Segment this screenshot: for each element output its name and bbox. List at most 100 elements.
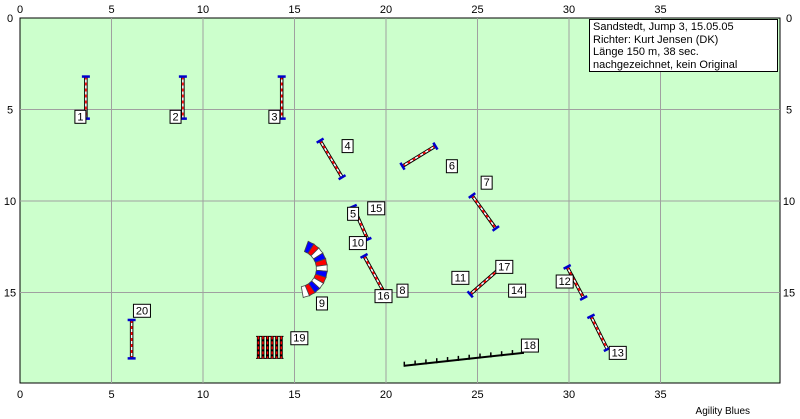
info-line-judge: Richter: Kurt Jensen (DK)	[593, 33, 719, 46]
obstacle-number-label: 6	[445, 159, 458, 174]
label-number: 12	[559, 276, 571, 288]
info-line-event: Sandstedt, Jump 3, 15.05.05	[593, 21, 734, 33]
jump-obstacle	[127, 318, 136, 360]
x-tick-label-bottom: 5	[108, 389, 114, 401]
x-tick-label-top: 25	[471, 4, 483, 16]
label-box	[347, 206, 360, 221]
label-number: 10	[352, 238, 364, 250]
course-info-box: Sandstedt, Jump 3, 15.05.05 Richter: Kur…	[589, 19, 778, 72]
jump-bar-white	[566, 266, 585, 299]
label-box	[374, 289, 393, 304]
jump-stand	[563, 263, 572, 270]
jump-stand	[586, 313, 596, 320]
jump-stand	[466, 290, 474, 299]
label-box	[74, 109, 87, 124]
label-number: 1	[77, 111, 83, 123]
label-number: 8	[399, 285, 405, 297]
x-tick-label-bottom: 15	[288, 389, 300, 401]
jump-stand	[359, 252, 369, 259]
label-number: 14	[511, 285, 523, 297]
label-number: 7	[484, 177, 490, 189]
obstacle-number-label: 3	[268, 109, 281, 124]
label-box	[132, 303, 151, 318]
jump-obstacle	[316, 137, 347, 181]
obstacle-number-label: 1	[74, 109, 87, 124]
obstacle-number-label: 13	[608, 345, 627, 360]
y-tick-label-left: 10	[4, 196, 16, 208]
tunnel-segment	[300, 285, 310, 299]
y-tick-label-right: 0	[786, 13, 792, 25]
label-number: 5	[350, 208, 356, 220]
label-number: 3	[271, 111, 277, 123]
jump-bar-red	[319, 140, 343, 178]
obstacle-number-label: 2	[169, 109, 182, 124]
obstacle-number-label: 17	[495, 259, 514, 274]
label-number: 20	[136, 305, 148, 317]
obstacle-number-label: 14	[508, 283, 527, 298]
tunnel-obstacle	[300, 240, 328, 299]
obstacle-number-label: 11	[451, 270, 470, 285]
label-box	[290, 331, 309, 346]
label-number: 11	[455, 272, 466, 284]
label-box	[445, 159, 458, 174]
label-number: 17	[498, 261, 510, 273]
jump-stand	[468, 192, 476, 199]
y-tick-label-right: 5	[786, 105, 792, 117]
x-tick-label-bottom: 20	[380, 389, 392, 401]
x-tick-label-top: 5	[108, 4, 114, 16]
label-box	[608, 345, 627, 360]
y-tick-label-right: 15	[783, 288, 795, 300]
label-number: 15	[370, 203, 382, 215]
y-tick-label-left: 5	[7, 105, 13, 117]
label-box	[341, 139, 354, 154]
jump-bar-red	[469, 268, 500, 295]
label-number: 6	[449, 161, 455, 173]
x-tick-label-bottom: 35	[654, 389, 666, 401]
obstacle-number-label: 18	[520, 338, 539, 353]
jump-bar-red	[471, 195, 497, 229]
obstacle-number-label: 7	[480, 175, 493, 190]
jump-obstacle	[277, 75, 286, 120]
obstacle-number-label: 8	[396, 283, 409, 298]
label-box	[367, 201, 386, 216]
jump-obstacle	[359, 252, 389, 296]
jump-stand	[491, 225, 500, 232]
y-tick-label-left: 0	[7, 13, 13, 25]
label-number: 18	[524, 340, 536, 352]
obstacle-number-label: 20	[132, 303, 151, 318]
footer-credit: Agility Blues	[695, 406, 750, 417]
info-line-length: Länge 150 m, 38 sec.	[593, 46, 699, 59]
label-box	[495, 259, 514, 274]
jump-stand	[432, 142, 439, 151]
jump-bar-red	[402, 145, 436, 167]
label-box	[396, 283, 409, 298]
label-box	[555, 274, 574, 289]
label-box	[348, 236, 367, 251]
label-number: 13	[612, 347, 624, 359]
label-number: 19	[293, 333, 305, 345]
x-tick-label-bottom: 10	[197, 389, 209, 401]
wall-line	[404, 351, 524, 367]
x-tick-label-bottom: 0	[17, 389, 23, 401]
x-tick-label-top: 30	[563, 4, 575, 16]
obstacle-number-label: 15	[367, 201, 386, 216]
label-box	[169, 109, 182, 124]
label-box	[268, 109, 281, 124]
obstacle-number-label: 19	[290, 331, 309, 346]
obstacle-number-label: 4	[341, 139, 354, 154]
jump-obstacle	[399, 142, 439, 171]
label-number: 2	[172, 111, 178, 123]
info-line-note: nachgezeichnet, kein Original	[593, 58, 738, 71]
x-tick-label-bottom: 30	[563, 389, 575, 401]
x-tick-label-top: 0	[17, 4, 23, 16]
label-box	[508, 283, 527, 298]
label-number: 9	[319, 298, 325, 310]
obstacle-number-label: 5	[347, 206, 360, 221]
x-tick-label-top: 10	[197, 4, 209, 16]
label-box	[480, 175, 493, 190]
obstacle-number-label: 9	[315, 296, 328, 311]
y-tick-label-right: 10	[783, 196, 795, 208]
label-box	[520, 338, 539, 353]
